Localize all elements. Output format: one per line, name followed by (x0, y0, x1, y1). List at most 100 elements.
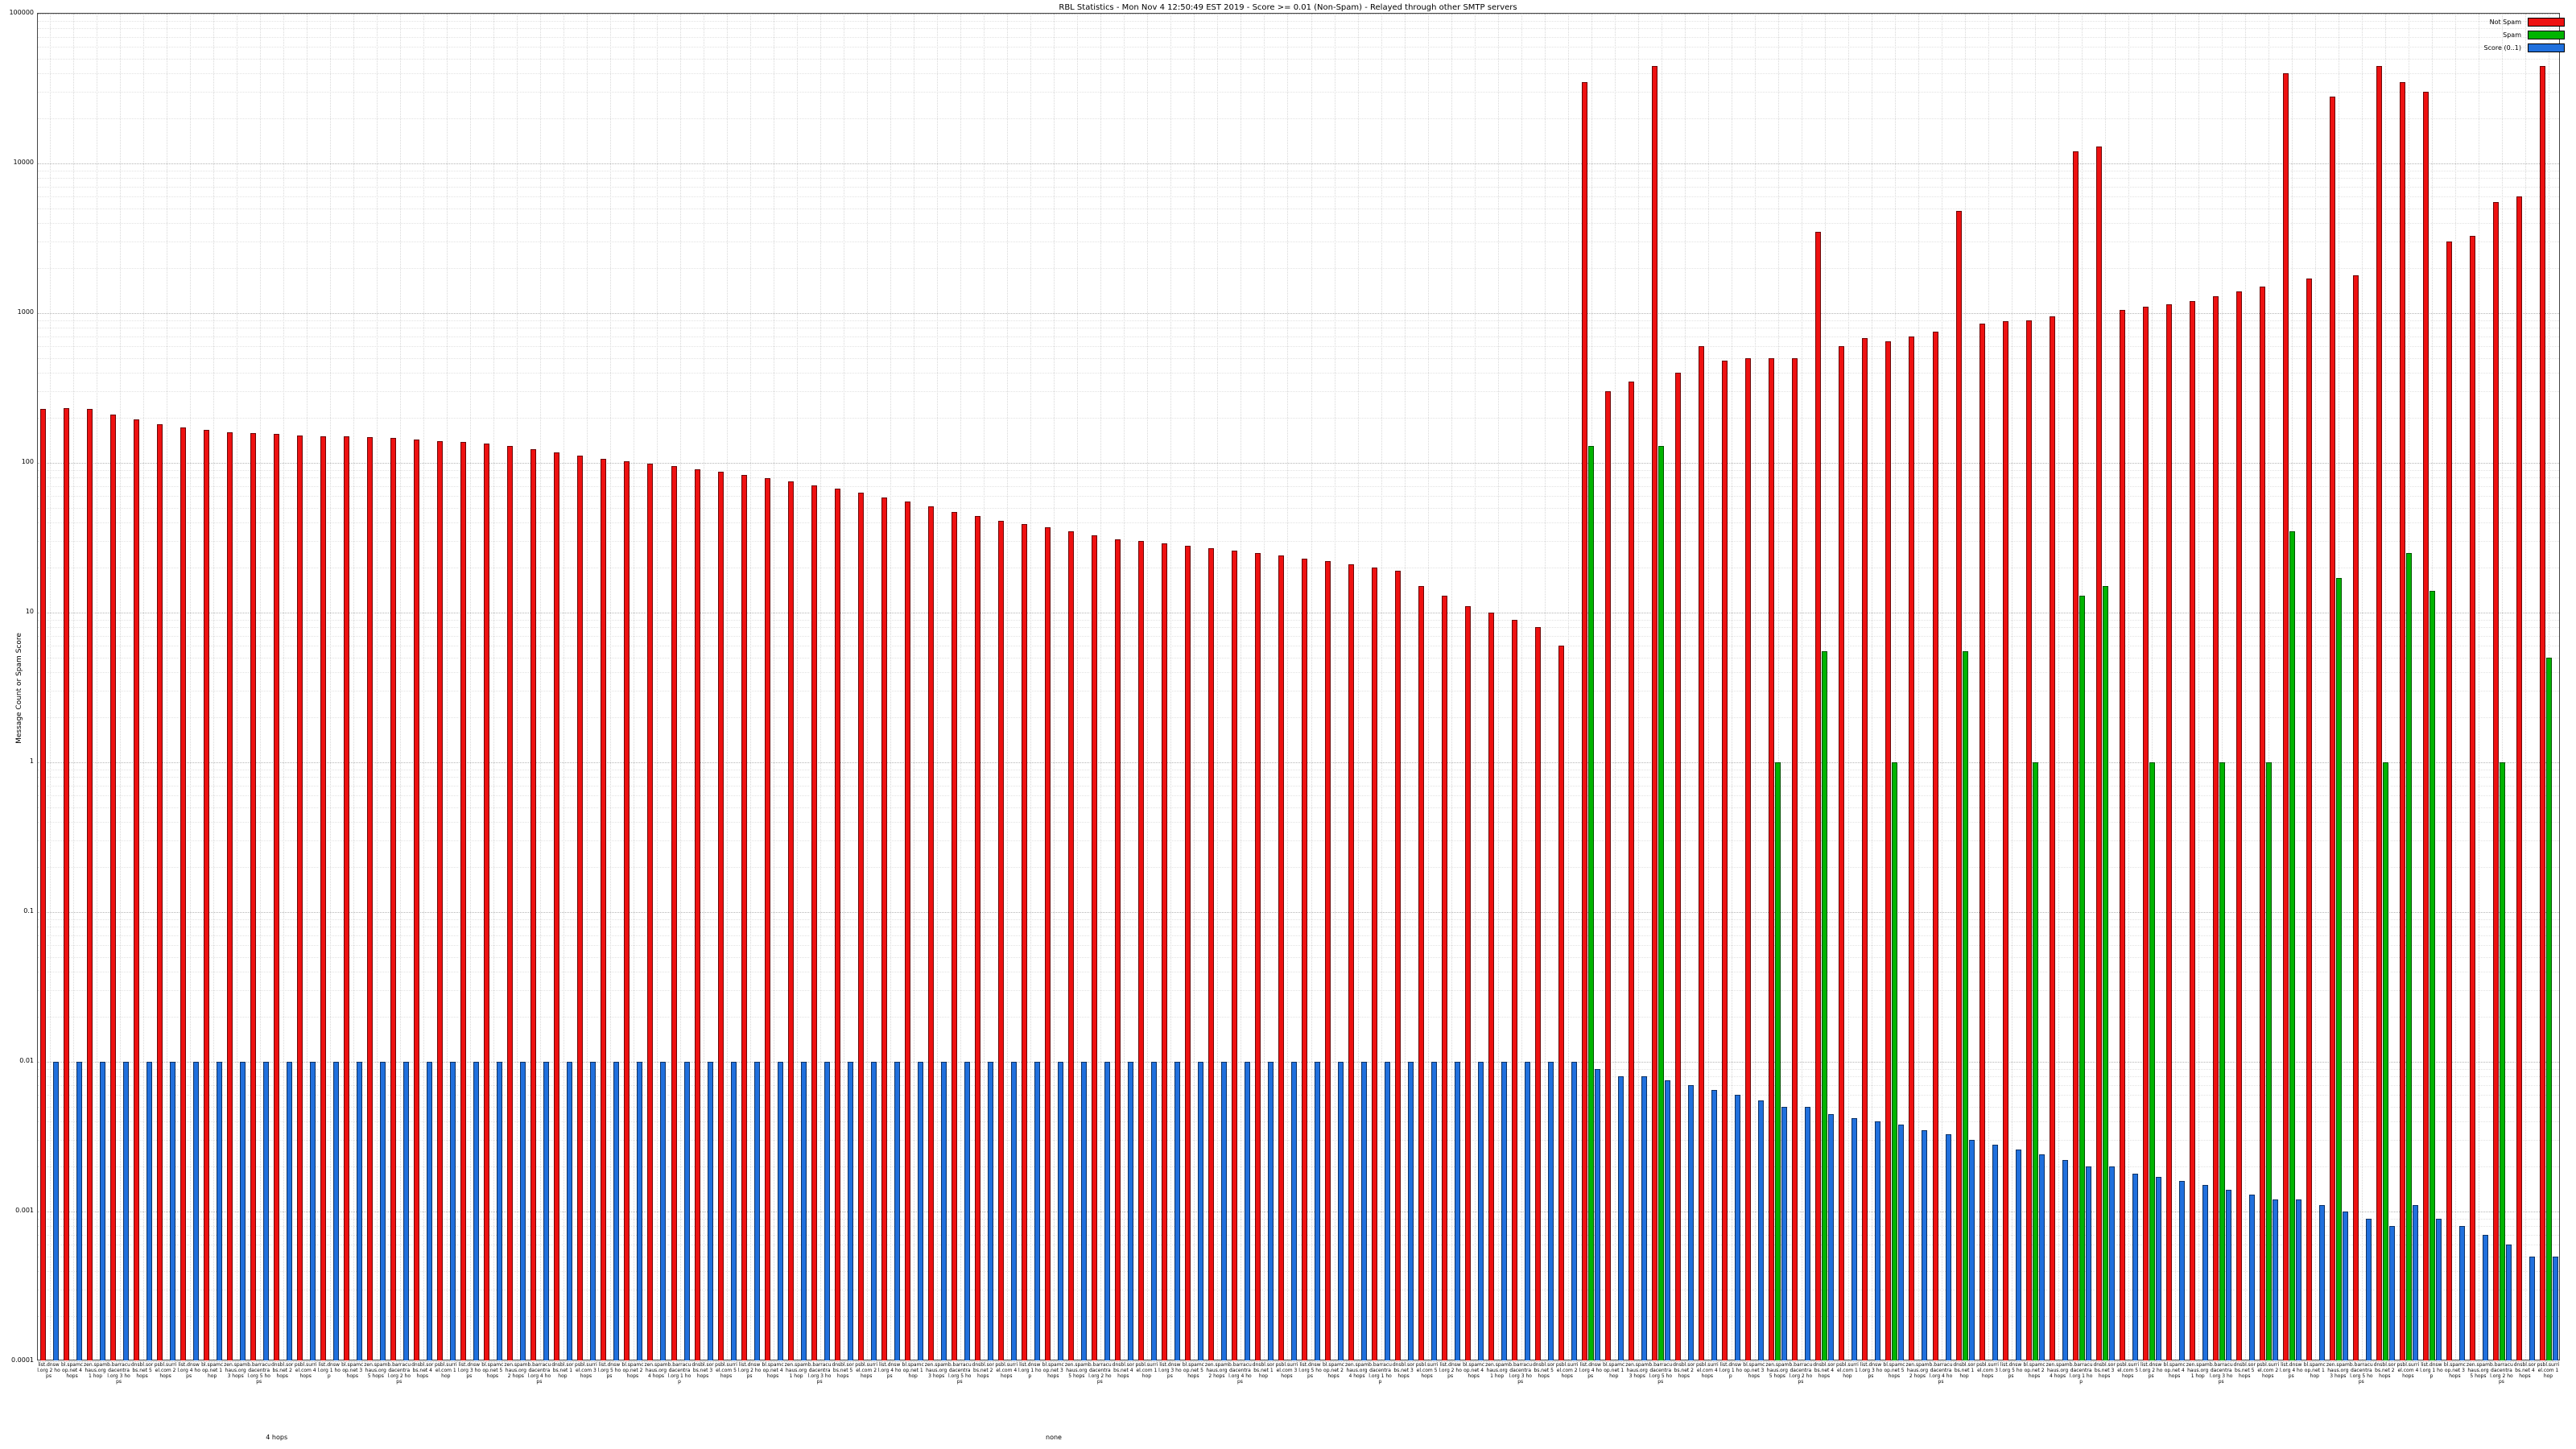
gridline-vertical (609, 14, 611, 1360)
gridline-vertical (820, 14, 822, 1360)
gridline-vertical (960, 14, 962, 1360)
gridline-vertical (2035, 14, 2037, 1360)
bar-not-spam (1955, 211, 1962, 1360)
x-tick-label: bl.spamcop.net 2 hops (1322, 1362, 1345, 1379)
gridline-minor (38, 807, 2559, 808)
gridline-vertical (2268, 14, 2270, 1360)
gridline-vertical (1287, 14, 1289, 1360)
bar-not-spam (87, 409, 93, 1360)
gridline-vertical (2525, 14, 2527, 1360)
bar-score-0-1 (1455, 1062, 1461, 1360)
bar-not-spam (1769, 357, 1775, 1360)
x-tick-label: bl.spamcop.net 5 hops (1883, 1362, 1905, 1379)
x-tick-label: psbl.surriel.com 3 hops (1275, 1362, 1298, 1379)
bar-score-0-1 (123, 1062, 130, 1360)
bar-score-0-1 (287, 1062, 293, 1360)
bar-not-spam (1067, 530, 1074, 1360)
bar-not-spam (2025, 320, 2032, 1360)
bar-spam (2545, 657, 2552, 1360)
x-tick-label: b.barracudacentral.org 2 hops (1789, 1362, 1813, 1385)
gridline-minor (38, 1076, 2559, 1078)
gridline-minor (38, 1017, 2559, 1018)
gridline-minor (38, 522, 2559, 524)
x-tick-label: psbl.surriel.com 2 hops (855, 1362, 878, 1379)
bar-score-0-1 (263, 1062, 270, 1360)
x-axis-labels: list.dnswl.org 2 hops bl.spamcop.net 4 ho… (37, 1362, 2560, 1433)
bar-not-spam (1442, 595, 1448, 1360)
gridline-minor (38, 1166, 2559, 1167)
gridline-vertical (306, 14, 308, 1360)
bar-score-0-1 (2155, 1177, 2161, 1360)
x-tick-label: bl.spamcop.net 1 hop (201, 1362, 224, 1379)
bar-not-spam (694, 469, 700, 1360)
bar-not-spam (1208, 547, 1214, 1360)
bar-score-0-1 (567, 1062, 573, 1360)
bar-score-0-1 (1174, 1062, 1180, 1360)
x-tick-label: zen.spamhaus.org 2 hops (504, 1362, 528, 1379)
gridline-minor (38, 268, 2559, 269)
bar-score-0-1 (1501, 1062, 1508, 1360)
bar-not-spam (1325, 561, 1331, 1360)
bar-score-0-1 (1034, 1062, 1040, 1360)
bar-not-spam (1839, 346, 1845, 1360)
bar-not-spam (2422, 92, 2429, 1360)
bar-not-spam (1535, 627, 1542, 1360)
bar-not-spam (647, 463, 654, 1360)
gridline-vertical (1684, 14, 1686, 1360)
gridline-minor (38, 485, 2559, 487)
x-tick-label: dnsbl.sorbs.net 5 hops (130, 1362, 154, 1379)
bar-score-0-1 (1992, 1144, 1998, 1360)
x-tick-label: zen.spamhaus.org 2 hops (1905, 1362, 1930, 1379)
gridline-vertical (2385, 14, 2387, 1360)
gridline-minor (38, 336, 2559, 337)
bar-score-0-1 (1315, 1062, 1320, 1360)
bar-score-0-1 (1945, 1133, 1951, 1360)
x-tick-label: zen.spamhaus.org 1 hop (84, 1362, 108, 1379)
gridline-vertical (656, 14, 658, 1360)
bar-score-0-1 (2458, 1226, 2465, 1360)
bar-score-0-1 (2085, 1166, 2091, 1360)
bar-score-0-1 (824, 1062, 830, 1360)
x-tick-label: psbl.surriel.com 1 hop (434, 1362, 457, 1379)
x-group-label: 4 hops (266, 1434, 288, 1441)
bar-score-0-1 (53, 1062, 59, 1360)
x-tick-label: b.barracudacentral.org 4 hops (1929, 1362, 1953, 1385)
gridline-vertical (1777, 14, 1779, 1360)
gridline-minor (38, 717, 2559, 718)
gridline-minor (38, 1084, 2559, 1086)
bar-score-0-1 (2388, 1226, 2395, 1360)
gridline-minor (38, 1068, 2559, 1070)
bar-score-0-1 (1385, 1062, 1391, 1360)
bar-score-0-1 (357, 1062, 363, 1360)
bar-not-spam (1675, 373, 1682, 1360)
bar-spam (2265, 762, 2272, 1360)
bar-not-spam (1512, 619, 1518, 1360)
gridline-minor (38, 867, 2559, 868)
x-tick-label: zen.spamhaus.org 1 hop (784, 1362, 808, 1379)
bar-score-0-1 (613, 1062, 620, 1360)
gridline-vertical (1217, 14, 1219, 1360)
gridline-minor (38, 777, 2559, 778)
bar-score-0-1 (1852, 1118, 1858, 1360)
bar-spam (2102, 586, 2108, 1360)
bar-not-spam (274, 434, 280, 1360)
x-tick-label: dnsbl.sorbs.net 3 hops (691, 1362, 714, 1379)
bar-spam (1588, 445, 1595, 1360)
gridline-vertical (1100, 14, 1102, 1360)
x-tick-label: dnsbl.sorbs.net 2 hops (1673, 1362, 1695, 1379)
bar-score-0-1 (870, 1062, 877, 1360)
bar-not-spam (2072, 151, 2079, 1360)
bar-not-spam (1815, 231, 1822, 1360)
y-tick-label: 10 (25, 608, 34, 615)
gridline-vertical (1170, 14, 1172, 1360)
bar-score-0-1 (193, 1062, 200, 1360)
bar-not-spam (1979, 324, 1985, 1360)
gridline-vertical (984, 14, 985, 1360)
bar-not-spam (1395, 571, 1402, 1360)
y-tick-label: 10000 (13, 159, 34, 166)
gridline-minor (38, 208, 2559, 209)
x-tick-label: psbl.surriel.com 1 hop (1836, 1362, 1859, 1379)
bar-not-spam (1792, 357, 1798, 1360)
bar-not-spam (1582, 81, 1588, 1360)
gridline-vertical (516, 14, 518, 1360)
